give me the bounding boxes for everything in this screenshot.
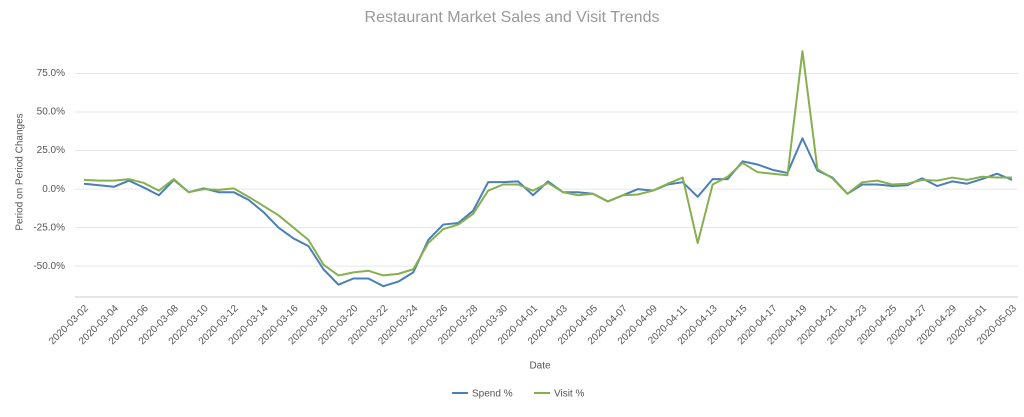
y-axis-label: Period on Period Changes — [15, 113, 26, 230]
y-tick-label: -25.0% — [33, 222, 65, 233]
y-tick-label: 75.0% — [37, 68, 65, 79]
x-axis-label: Date — [529, 361, 551, 372]
legend-label: Visit % — [554, 389, 584, 400]
line-series — [83, 50, 1012, 277]
y-tick-label: 0.0% — [42, 184, 65, 195]
chart-title: Restaurant Market Sales and Visit Trends — [365, 9, 660, 26]
y-tick-label: 25.0% — [37, 145, 65, 156]
y-tick-label: 50.0% — [37, 107, 65, 118]
y-tick-label: -50.0% — [33, 261, 65, 272]
line-series — [83, 137, 1013, 288]
legend-label: Spend % — [472, 389, 513, 400]
